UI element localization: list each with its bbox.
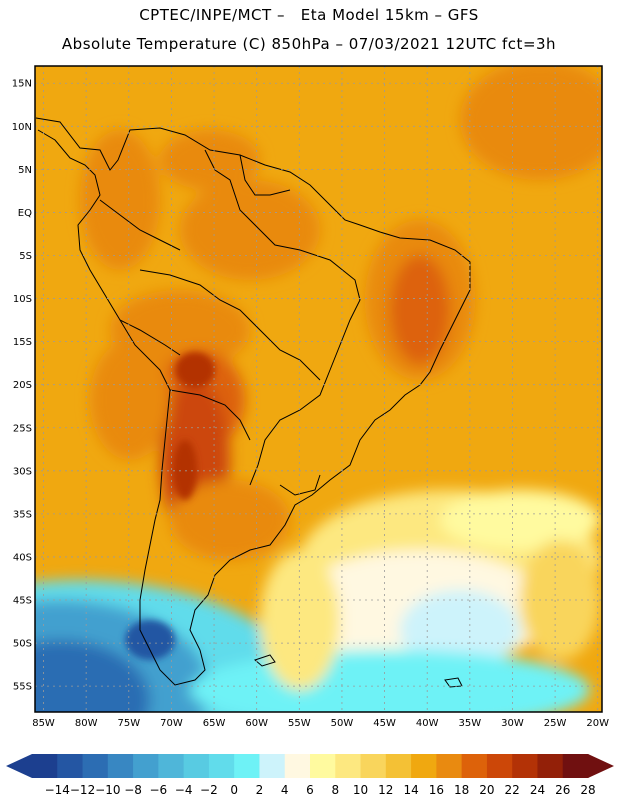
colorbar-tick-label: 4 (281, 783, 289, 797)
latitude-label: 15N (12, 79, 32, 90)
latitude-label: 5S (19, 251, 32, 262)
colorbar-tick-label: −12 (70, 783, 95, 797)
colorbar-swatch (411, 754, 437, 778)
colorbar-swatch (537, 754, 564, 778)
colorbar-tick-label: 6 (306, 783, 314, 797)
longitude-label: 30W (501, 718, 524, 729)
colorbar-swatch (385, 754, 412, 778)
colorbar-tick-label: 26 (555, 783, 570, 797)
colorbar-tick-label: 10 (353, 783, 368, 797)
latitude-label: 15S (13, 337, 32, 348)
longitude-label: 60W (245, 718, 268, 729)
colorbar: −14 −12 −10 −8 −6 −4 −2 0 2 4 6 8 10 12 14 16 18 20 22 24 26… (6, 754, 614, 797)
graticule (35, 66, 602, 712)
colorbar-tick-label: 18 (454, 783, 469, 797)
colorbar-swatch (284, 754, 311, 778)
map-frame (34, 65, 603, 713)
colorbar-tick-label: 12 (378, 783, 393, 797)
colorbar-tick-label: −10 (95, 783, 120, 797)
colorbar-right-arrow (588, 754, 614, 778)
colorbar-tick-label: −8 (124, 783, 142, 797)
colorbar-swatch (360, 754, 387, 778)
longitude-labels: 85W 80W 75W 70W 65W 60W 55W 50W 45W 40W 35W 30W 25W 2… (32, 718, 609, 729)
longitude-label: 85W (32, 718, 55, 729)
longitude-label: 70W (160, 718, 183, 729)
colorbar-swatch (158, 754, 185, 778)
longitude-label: 80W (75, 718, 98, 729)
colorbar-tick-label: −2 (200, 783, 218, 797)
colorbar-swatch (234, 754, 260, 778)
colorbar-tick-label: 28 (580, 783, 595, 797)
latitude-label: 20S (13, 380, 32, 391)
latitude-label: EQ (18, 208, 32, 219)
colorbar-swatch (436, 754, 463, 778)
latitude-label: 40S (13, 552, 32, 563)
colorbar-swatch (82, 754, 109, 778)
longitude-label: 40W (416, 718, 439, 729)
latitude-label: 10S (13, 294, 32, 305)
longitude-label: 35W (459, 718, 482, 729)
latitude-label: 10N (12, 122, 32, 133)
latitude-label: 55S (13, 682, 32, 693)
colorbar-tick-label: 24 (530, 783, 545, 797)
colorbar-swatch (512, 754, 538, 778)
coastline (35, 117, 471, 688)
colorbar-swatch (32, 754, 58, 778)
colorbar-swatch (183, 754, 210, 778)
latitude-label: 45S (13, 596, 32, 607)
colorbar-swatch (107, 754, 134, 778)
longitude-label: 25W (544, 718, 567, 729)
colorbar-tick-label: −6 (150, 783, 168, 797)
latitude-label: 5N (18, 165, 32, 176)
colorbar-tick-label: 14 (403, 783, 418, 797)
chart-title-line1: CPTEC/INPE/MCT – Eta Model 15km – GFS (139, 6, 479, 24)
longitude-label: 65W (203, 718, 226, 729)
latitude-label: 25S (13, 423, 32, 434)
longitude-label: 55W (288, 718, 311, 729)
colorbar-tick-label: 22 (505, 783, 520, 797)
latitude-labels: 15N 10N 5N EQ 5S 10S 15S 20S 25S 30S 35S 40S 45S 50S 5… (12, 79, 32, 693)
colorbar-swatch (259, 754, 286, 778)
colorbar-swatch (461, 754, 488, 778)
colorbar-swatch (562, 754, 589, 778)
latitude-label: 50S (13, 639, 32, 650)
colorbar-tick-label: −4 (175, 783, 193, 797)
colorbar-tick-label: 2 (256, 783, 264, 797)
colorbar-tick-label: −14 (45, 783, 70, 797)
temperature-field (35, 66, 602, 712)
colorbar-left-arrow (6, 754, 32, 778)
colorbar-swatch (133, 754, 159, 778)
colorbar-swatch (486, 754, 513, 778)
colorbar-tick-label: 8 (331, 783, 339, 797)
longitude-label: 50W (331, 718, 354, 729)
colorbar-swatch (57, 754, 84, 778)
colorbar-swatch (208, 754, 235, 778)
colorbar-tick-label: 16 (429, 783, 444, 797)
colorbar-swatch (310, 754, 336, 778)
longitude-label: 20W (586, 718, 609, 729)
longitude-label: 45W (373, 718, 396, 729)
chart-title-line2: Absolute Temperature (C) 850hPa – 07/03/… (61, 35, 557, 53)
latitude-label: 35S (13, 509, 32, 520)
colorbar-swatch (335, 754, 362, 778)
colorbar-tick-label: 0 (230, 783, 238, 797)
longitude-label: 75W (117, 718, 140, 729)
colorbar-tick-label: 20 (479, 783, 494, 797)
latitude-label: 30S (13, 466, 32, 477)
